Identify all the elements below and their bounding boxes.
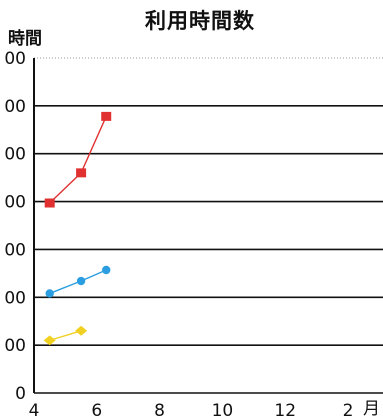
data-point xyxy=(45,289,54,298)
data-point xyxy=(102,265,111,275)
x-tick-label: 10 xyxy=(212,401,234,420)
y-tick-label: 00 xyxy=(4,336,26,356)
y-tick-label: 00 xyxy=(4,193,26,213)
y-tick-label: 0 xyxy=(15,384,26,404)
x-tick-label: 4 xyxy=(29,401,40,420)
x-tick-label: 12 xyxy=(274,401,296,420)
series-line xyxy=(49,330,82,342)
x-tick-label: 8 xyxy=(154,401,165,420)
y-tick-label: 00 xyxy=(4,49,26,69)
x-tick-labels: 4 6 8 10 12 2 xyxy=(29,401,354,420)
y-tick-label: 00 xyxy=(4,97,26,117)
y-tick-label: 00 xyxy=(4,145,26,165)
data-point xyxy=(76,276,86,286)
data-point xyxy=(76,168,87,178)
chart-title: 利用時間数 xyxy=(145,9,255,33)
x-tick-label: 6 xyxy=(91,401,102,420)
grid-lines xyxy=(34,57,383,394)
data-point xyxy=(44,198,55,208)
y-tick-label: 00 xyxy=(4,288,26,308)
y-tick-label: 00 xyxy=(4,240,26,260)
data-point xyxy=(43,335,56,346)
data-point xyxy=(101,111,112,121)
y-axis-label: 時間 xyxy=(8,28,42,49)
series-line xyxy=(49,116,107,204)
data-point xyxy=(75,325,88,336)
x-tick-label: 2 xyxy=(343,401,354,420)
x-axis-unit: 月 xyxy=(363,399,380,419)
series-group xyxy=(43,111,112,346)
